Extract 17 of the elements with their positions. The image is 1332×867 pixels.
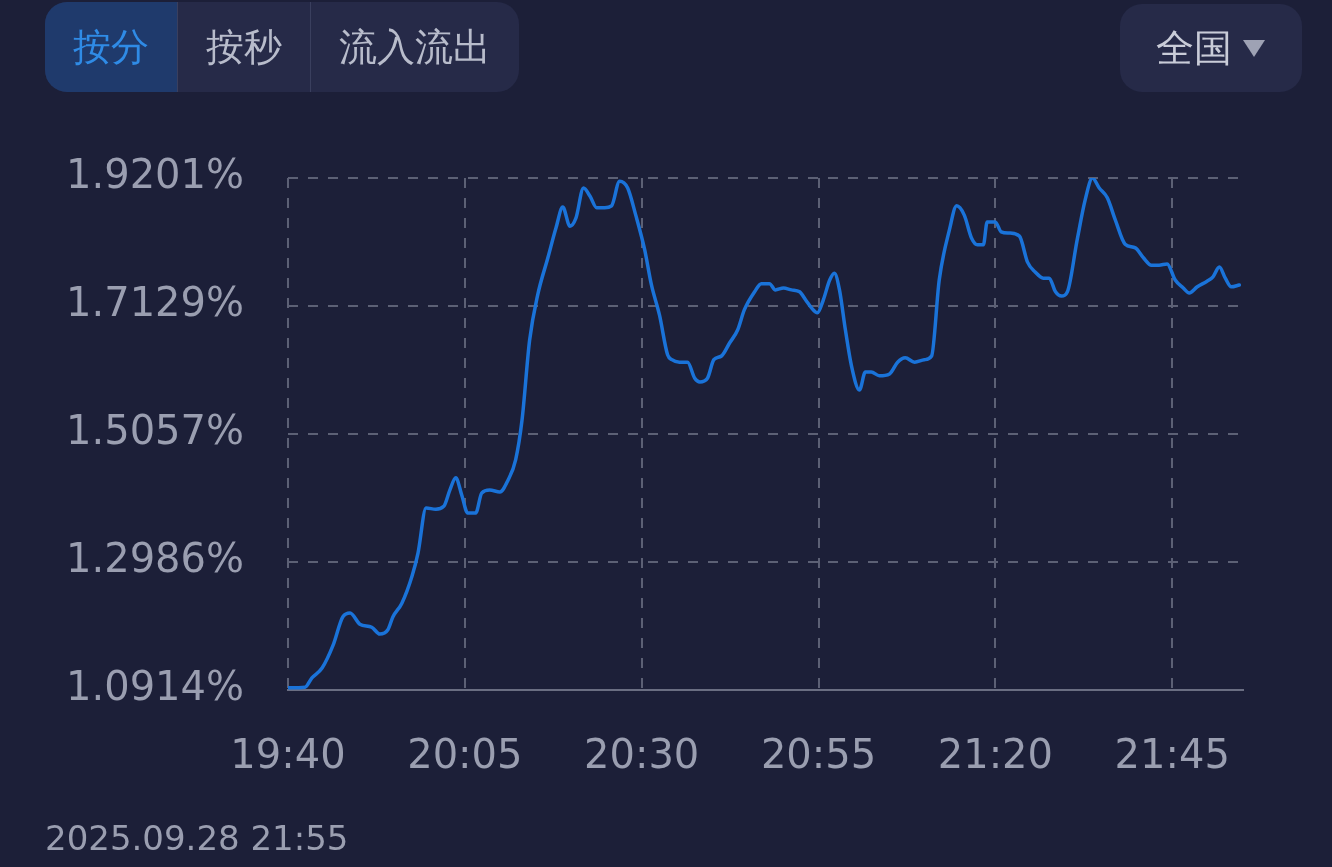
x-tick-label: 20:05 — [407, 731, 523, 778]
y-tick-label: 1.5057% — [66, 407, 244, 454]
text: 按分 — [45, 2, 177, 92]
x-tick-label: 21:20 — [937, 731, 1054, 778]
y-tick-label: 1.9201% — [66, 151, 244, 198]
y-tick-label: 1.7129% — [66, 279, 244, 326]
x-tick-label: 19:40 — [230, 731, 346, 778]
y-tick-label: 1.2986% — [66, 535, 244, 582]
x-tick-label: 20:30 — [584, 731, 700, 778]
x-tick-label: 21:45 — [1114, 731, 1230, 778]
text: 流入流出 — [310, 2, 519, 92]
x-tick-label: 20:55 — [760, 731, 877, 778]
text: 按秒 — [177, 2, 310, 92]
y-tick-label: 1.0914% — [66, 663, 244, 710]
text: 2025.09.28 21:55 — [45, 818, 349, 858]
line-series — [288, 178, 1242, 690]
text: 全国 — [1156, 24, 1232, 72]
